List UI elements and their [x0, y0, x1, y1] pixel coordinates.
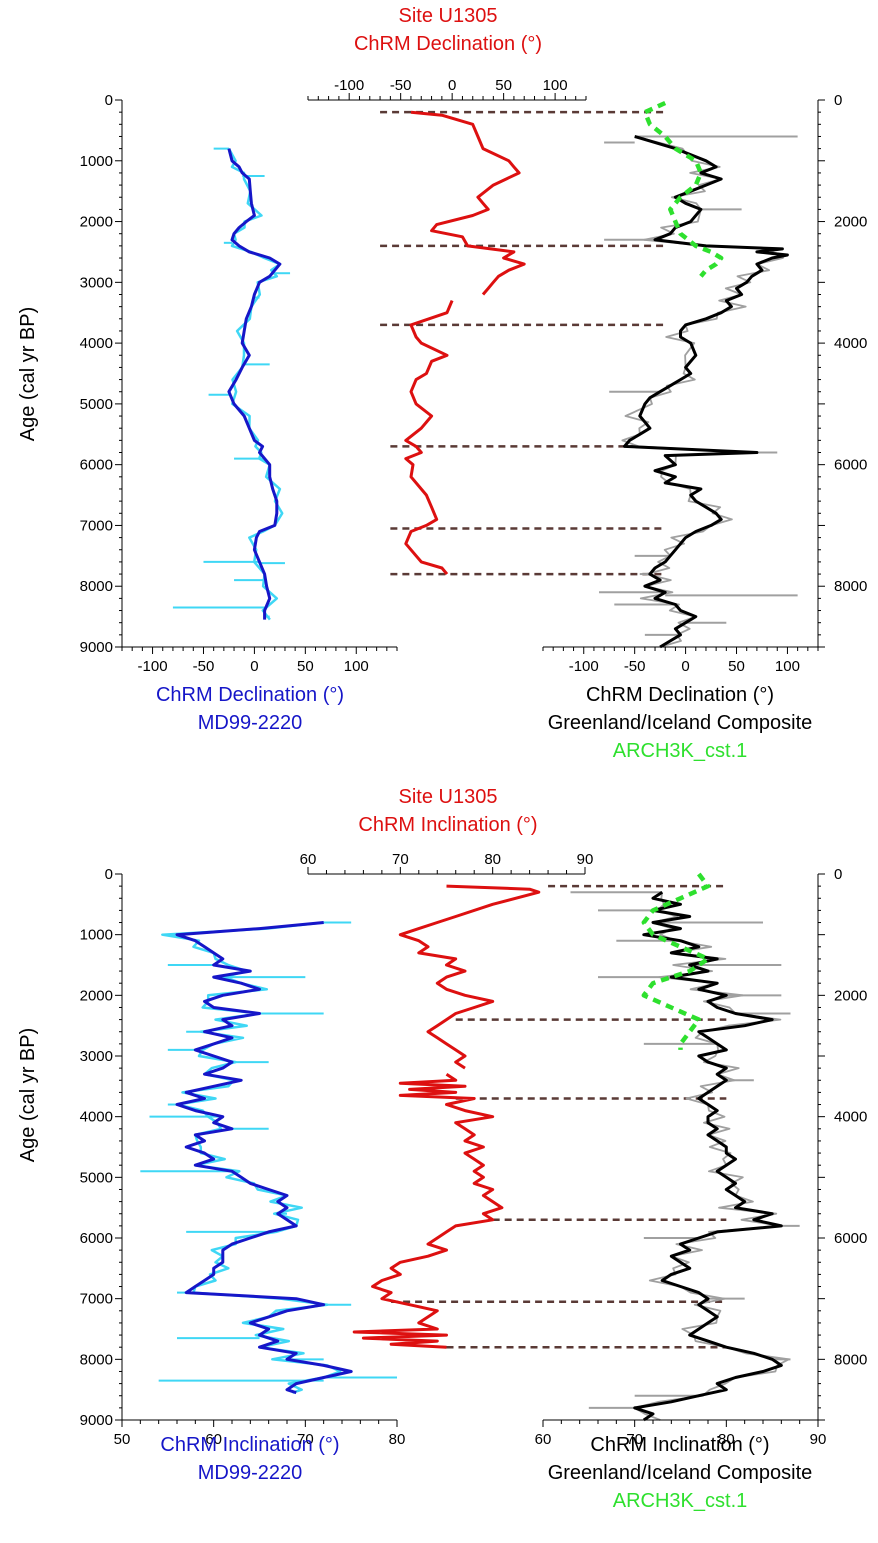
u1305-line [410, 110, 526, 296]
composite-name-label: Greenland/Iceland Composite [548, 712, 813, 734]
left-age-tick-label: 9000 [80, 1412, 113, 1429]
left-age-tick-label: 3000 [80, 1048, 113, 1065]
left-age-tick-label: 4000 [80, 335, 113, 352]
composite-axis-tick-label: 70 [626, 1431, 643, 1448]
tie-lines [380, 110, 666, 576]
age-axis-label: Age (cal yr BP) [17, 307, 39, 441]
u1305-site-label: Site U1305 [399, 5, 498, 27]
right-age-tick-label: 6000 [834, 1230, 867, 1247]
u1305-axis-tick-label: 50 [495, 77, 512, 94]
md99-axis-tick-label: 100 [344, 658, 369, 675]
tie-lines [391, 884, 727, 1349]
md99-axis-tick-label: -50 [193, 658, 215, 675]
composite-smooth-line [623, 135, 789, 649]
left-age-tick-label: 2000 [80, 987, 113, 1004]
left-age-tick-label: 7000 [80, 1291, 113, 1308]
md99-axis-tick-label: 70 [297, 1431, 314, 1448]
right-age-tick-label: 0 [834, 866, 842, 883]
left-age-tick-label: 5000 [80, 396, 113, 413]
u1305-axis-tick-label: 80 [484, 851, 501, 868]
left-age-tick-label: 9000 [80, 639, 113, 656]
md99-axis-tick-label: 80 [389, 1431, 406, 1448]
composite-axis-tick-label: 100 [775, 658, 800, 675]
axes: 0 1000 2000 3000 4000 5000 6000 7000 8000 9000 0 20… [80, 851, 868, 1448]
composite-axis-tick-label: 60 [535, 1431, 552, 1448]
right-age-tick-label: 2000 [834, 214, 867, 231]
left-age-tick-label: 8000 [80, 1351, 113, 1368]
left-age-tick-label: 1000 [80, 153, 113, 170]
composite-name-label: Greenland/Iceland Composite [548, 1462, 813, 1484]
arch3k-line [642, 100, 724, 278]
u1305-line [398, 884, 541, 1070]
left-age-tick-label: 5000 [80, 1169, 113, 1186]
data-series [140, 872, 800, 1422]
composite-axis-tick-label: 0 [681, 658, 689, 675]
left-age-tick-label: 2000 [80, 214, 113, 231]
md99-smooth-line [175, 921, 353, 1395]
left-age-tick-label: 0 [105, 92, 113, 109]
md99-axis-tick-label: 50 [297, 658, 314, 675]
u1305-axis-tick-label: -100 [334, 77, 364, 94]
composite-axis-tick-label: 80 [718, 1431, 735, 1448]
u1305-line [352, 1072, 504, 1349]
md99-core-label: MD99-2220 [198, 712, 303, 734]
md99-axis-tick-label: -100 [138, 658, 168, 675]
left-age-tick-label: 0 [105, 866, 113, 883]
left-age-tick-label: 3000 [80, 274, 113, 291]
md99-axis-tick-label: 60 [205, 1431, 222, 1448]
md99-axis-label: ChRM Declination (°) [156, 684, 344, 706]
arch3k-label: ARCH3K_cst.1 [613, 740, 748, 762]
u1305-axis-tick-label: 90 [577, 851, 594, 868]
right-age-tick-label: 4000 [834, 1109, 867, 1126]
composite-axis-tick-label: -50 [624, 658, 646, 675]
right-age-tick-label: 4000 [834, 335, 867, 352]
u1305-axis-tick-label: 0 [448, 77, 456, 94]
left-age-tick-label: 7000 [80, 517, 113, 534]
md99-axis-label: ChRM Inclination (°) [160, 1434, 339, 1456]
right-age-tick-label: 2000 [834, 987, 867, 1004]
u1305-axis-label: ChRM Declination (°) [354, 33, 542, 55]
u1305-axis-tick-label: 60 [300, 851, 317, 868]
u1305-axis-label: ChRM Inclination (°) [358, 814, 537, 836]
u1305-line [404, 300, 454, 576]
right-age-tick-label: 6000 [834, 457, 867, 474]
axes: 0100020003000400050006000700080009000020… [80, 77, 868, 675]
inclination-panel: 0 1000 2000 3000 4000 5000 6000 7000 8000 9000 0 20… [17, 786, 867, 1512]
arch3k-line [641, 872, 711, 1050]
md99-axis-tick-label: 50 [114, 1431, 131, 1448]
md99-core-label: MD99-2220 [198, 1462, 303, 1484]
left-age-tick-label: 4000 [80, 1109, 113, 1126]
data-series [172, 100, 798, 649]
left-age-tick-label: 8000 [80, 578, 113, 595]
md99-smooth-line [227, 148, 282, 620]
right-age-tick-label: 8000 [834, 578, 867, 595]
right-age-tick-label: 8000 [834, 1351, 867, 1368]
arch3k-label: ARCH3K_cst.1 [613, 1490, 748, 1512]
left-age-tick-label: 1000 [80, 927, 113, 944]
composite-axis-label: ChRM Inclination (°) [590, 1434, 769, 1456]
composite-axis-tick-label: -100 [569, 658, 599, 675]
composite-axis-tick-label: 50 [728, 658, 745, 675]
age-axis-label: Age (cal yr BP) [17, 1028, 39, 1162]
u1305-site-label: Site U1305 [399, 786, 498, 808]
u1305-axis-tick-label: 70 [392, 851, 409, 868]
composite-smooth-line [633, 890, 783, 1422]
u1305-axis-tick-label: -50 [390, 77, 412, 94]
right-age-tick-label: 0 [834, 92, 842, 109]
left-age-tick-label: 6000 [80, 1230, 113, 1247]
declination-panel: 0100020003000400050006000700080009000020… [17, 5, 867, 762]
composite-axis-label: ChRM Declination (°) [586, 684, 774, 706]
u1305-axis-tick-label: 100 [543, 77, 568, 94]
md99-axis-tick-label: 0 [250, 658, 258, 675]
composite-axis-tick-label: 90 [810, 1431, 827, 1448]
left-age-tick-label: 6000 [80, 457, 113, 474]
